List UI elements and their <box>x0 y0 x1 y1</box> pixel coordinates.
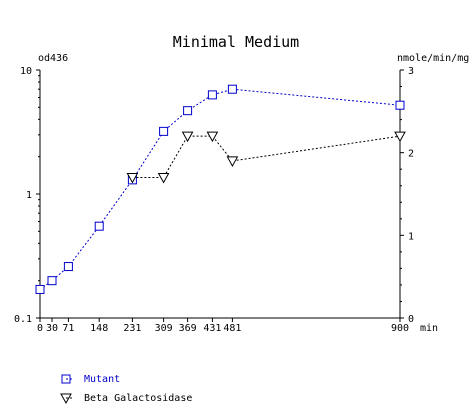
x-tick-label: 900 <box>391 323 409 334</box>
data-point-mutant <box>94 221 104 231</box>
x-tick-label: 309 <box>155 323 173 334</box>
x-tick-label: 148 <box>90 323 108 334</box>
data-point-mutant <box>207 90 217 100</box>
legend-square-marker <box>61 374 71 384</box>
chart-title: Minimal Medium <box>173 33 299 51</box>
x-tick-label: 431 <box>203 323 221 334</box>
x-tick-label: 481 <box>223 323 241 334</box>
data-point-beta-galactosidase <box>126 172 139 184</box>
data-point-mutant <box>63 262 73 272</box>
x-tick-label: 369 <box>179 323 197 334</box>
series-line-beta-galactosidase <box>132 135 401 178</box>
y-left-tick-label: 10 <box>20 66 32 77</box>
legend-label-beta-galactosidase: Beta Galactosidase <box>84 393 192 404</box>
x-axis-unit-label: min <box>420 323 438 334</box>
data-point-mutant <box>183 106 193 116</box>
data-point-mutant <box>35 284 45 294</box>
x-tick-label: 30 <box>46 323 58 334</box>
y-right-tick-label: 2 <box>408 149 414 160</box>
x-tick-label: 0 <box>37 323 43 334</box>
y-left-axis-title: od436 <box>38 53 68 64</box>
legend-label-mutant: Mutant <box>84 374 120 385</box>
data-point-beta-galactosidase <box>226 156 239 167</box>
data-point-mutant <box>395 100 405 110</box>
data-point-mutant <box>47 276 57 286</box>
data-point-beta-galactosidase <box>181 131 194 143</box>
series-line-mutant <box>39 88 401 290</box>
y-left-tick-label: 1 <box>26 190 32 201</box>
x-tick-label: 71 <box>62 323 74 334</box>
data-point-beta-galactosidase <box>157 172 170 184</box>
y-left-tick-label: 0.1 <box>14 314 32 325</box>
y-right-tick-label: 0 <box>408 314 414 325</box>
x-tick-label: 231 <box>123 323 141 334</box>
data-point-mutant <box>159 126 169 136</box>
y-right-tick-label: 3 <box>408 66 414 77</box>
y-right-axis-title: nmole/min/mg <box>397 53 469 64</box>
y-right-tick-label: 1 <box>408 231 414 242</box>
legend-triangle-marker <box>60 393 72 405</box>
data-point-beta-galactosidase <box>206 131 219 143</box>
legend: Mutant Beta Galactosidase <box>60 374 192 405</box>
data-point-beta-galactosidase <box>394 131 406 143</box>
legend-item-mutant: Mutant <box>61 374 120 385</box>
data-point-mutant <box>227 84 237 94</box>
legend-item-beta-galactosidase: Beta Galactosidase <box>60 393 192 405</box>
